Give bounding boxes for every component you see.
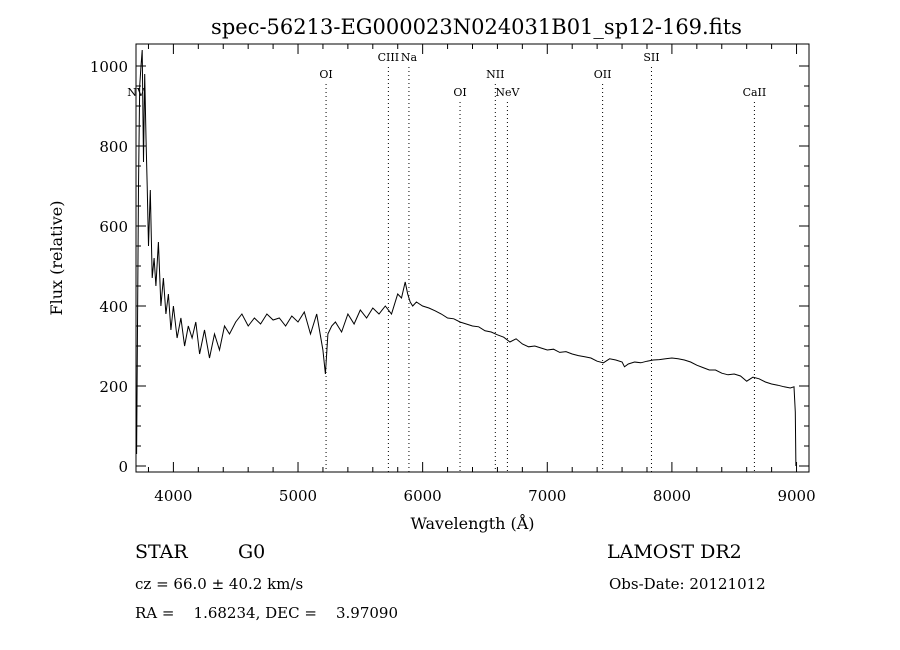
object-subclass-label: G0 [238,541,266,563]
radec-text: RA = 1.68234, DEC = 3.97090 [135,604,398,622]
y-tick-label: 400 [99,298,128,316]
x-tick-label: 7000 [528,487,566,505]
plot-frame [135,43,810,473]
obs-date-text: Obs-Date: 20121012 [609,575,766,593]
spectral-line-label: CIII [378,51,399,64]
y-tick-label: 600 [99,218,128,236]
x-tick-label: 6000 [404,487,442,505]
spectral-line-label: NII [486,68,504,81]
spectral-line-label: OI [319,68,332,81]
y-tick-label: 1000 [90,58,128,76]
spectral-line-label: NV [127,86,146,99]
x-axis-label: Wavelength (Å) [410,513,534,533]
spectral-line-label: Na [401,51,418,64]
spectral-line-label: SII [643,51,659,64]
chart-title: spec-56213-EG000023N024031B01_sp12-169.f… [211,15,742,39]
y-tick-label: 200 [99,378,128,396]
redshift-text: cz = 66.0 ± 40.2 km/s [135,575,304,593]
spectral-line-label: OII [594,68,612,81]
y-axis-label: Flux (relative) [47,201,66,316]
x-tick-label: 8000 [653,487,691,505]
survey-label: LAMOST DR2 [607,541,742,563]
y-tick-label: 0 [118,458,128,476]
x-tick-label: 5000 [279,487,317,505]
spectral-line-label: OI [453,86,466,99]
y-tick-label: 800 [99,138,128,156]
x-tick-label: 9000 [777,487,815,505]
spectral-line-label: CaII [743,86,767,99]
object-class-label: STAR [135,541,188,563]
spectral-line-label: NeV [495,86,520,99]
x-tick-label: 4000 [154,487,192,505]
spectrum-line [136,49,797,467]
